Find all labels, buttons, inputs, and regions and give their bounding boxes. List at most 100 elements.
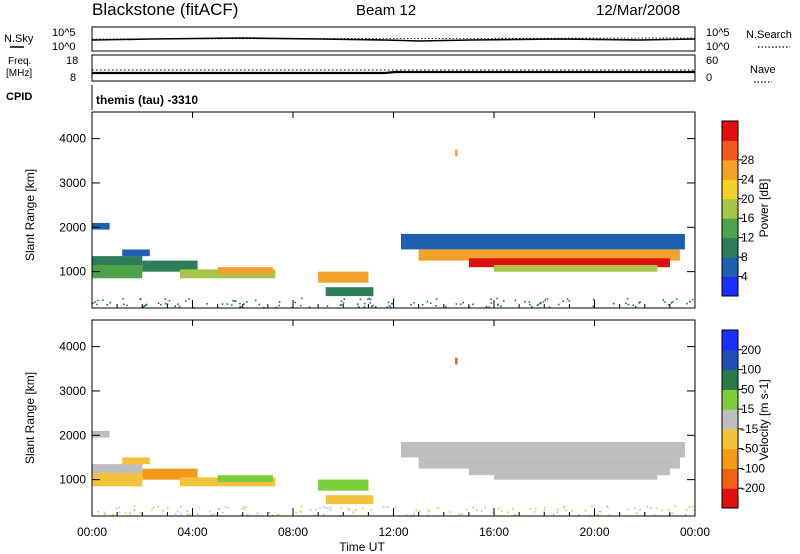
- velocity-colorbar-label: Velocity [m s-1]: [757, 379, 771, 460]
- velocity-speckle: [186, 514, 189, 516]
- velocity-data-region: [401, 441, 685, 458]
- velocity-speckle: [111, 513, 114, 516]
- velocity-colorbar-tick-label: 15: [741, 402, 755, 416]
- velocity-speckle: [428, 510, 431, 513]
- velocity-colorbar-ticks: 200 100 50 15 -15 -50 -100 -200: [738, 343, 765, 495]
- power-speckle: [388, 304, 391, 307]
- x-tick-label: 12:00: [378, 525, 408, 539]
- power-speckle: [371, 305, 373, 308]
- power-speckle: [174, 305, 176, 308]
- power-data-region: [142, 260, 198, 272]
- power-colorbar-ticks: 4 8 12 16 20 24 28: [738, 153, 755, 284]
- velocity-speckle: [492, 511, 494, 514]
- power-speckle: [592, 298, 595, 301]
- power-speckle: [488, 306, 490, 308]
- power-panel: 1000 2000 3000 4000 Slant Range [km]: [23, 111, 696, 309]
- velocity-speckle: [347, 507, 350, 510]
- velocity-speckle: [584, 509, 587, 512]
- velocity-speckle: [501, 510, 503, 512]
- velocity-colorbar-tick-label: -15: [741, 422, 759, 436]
- power-speckle: [421, 303, 424, 306]
- velocity-colorbar-tick-label: 100: [741, 363, 761, 377]
- power-colorbar-swatches: [722, 121, 738, 297]
- power-speckle: [426, 300, 429, 303]
- velocity-data-region: [122, 457, 150, 465]
- power-speckle: [164, 298, 167, 300]
- velocity-speckle: [591, 505, 593, 508]
- power-speckle: [92, 302, 94, 304]
- velocity-speckle: [277, 513, 279, 516]
- power-speckle: [435, 305, 437, 307]
- power-speckle: [301, 297, 303, 300]
- power-xticks: [91, 112, 696, 308]
- velocity-data-region: [318, 479, 369, 491]
- velocity-speckle: [498, 507, 500, 510]
- power-speckle: [102, 299, 104, 301]
- velocity-speckle: [415, 509, 418, 512]
- power-speckle: [389, 306, 392, 309]
- velocity-speckle: [386, 506, 389, 508]
- velocity-speckle: [370, 508, 373, 511]
- velocity-speckle: [565, 509, 567, 512]
- velocity-speckle: [322, 506, 325, 508]
- velocity-speckle: [189, 513, 191, 516]
- velocity-speckle: [556, 511, 558, 513]
- power-speckle: [524, 300, 526, 303]
- velocity-speckle: [354, 509, 357, 511]
- power-speckle: [342, 302, 345, 304]
- velocity-speckle: [329, 506, 332, 509]
- power-speckle: [632, 304, 634, 307]
- power-speckle: [226, 303, 229, 305]
- x-tick-label: 00:00: [680, 525, 710, 539]
- nave-tick-top: 60: [706, 55, 718, 67]
- velocity-colorbar-swatch: [722, 349, 738, 371]
- power-speckle: [496, 297, 498, 300]
- velocity-speckle: [671, 512, 674, 515]
- power-speckle: [246, 301, 248, 303]
- velocity-speckle: [224, 506, 227, 509]
- velocity-speckle: [598, 510, 601, 513]
- power-data-region: [318, 271, 369, 283]
- power-colorbar-tick-label: 12: [741, 231, 755, 245]
- velocity-data-region: [468, 466, 670, 476]
- x-tick-label: 04:00: [177, 525, 207, 539]
- velocity-data-region: [92, 473, 143, 487]
- velocity-speckle: [563, 506, 565, 509]
- velocity-speckle: [606, 505, 609, 508]
- noise-right-tick-bottom: 10^0: [706, 41, 730, 53]
- velocity-speckle: [210, 514, 212, 517]
- velocity-speckle: [395, 506, 397, 508]
- velocity-speckle: [176, 510, 179, 513]
- velocity-speckle: [180, 505, 182, 508]
- velocity-speckle: [162, 510, 165, 512]
- power-speckle: [664, 301, 666, 303]
- power-speckle: [239, 306, 241, 309]
- power-speckle: [386, 306, 389, 309]
- velocity-colorbar-swatch: [722, 448, 738, 469]
- velocity-speckle: [465, 508, 468, 511]
- velocity-speckle: [174, 513, 177, 515]
- power-speckle: [542, 300, 545, 303]
- power-speckle: [639, 301, 641, 303]
- velocity-speckle: [209, 510, 211, 513]
- power-speckle: [374, 305, 377, 308]
- velocity-panel: 1000 2000 3000 4000 00:00 04:00 08:00 12:00 16:…: [23, 319, 710, 554]
- velocity-speckle: [449, 511, 451, 513]
- freq-tick-bottom: 8: [70, 72, 76, 84]
- power-speckle: [392, 298, 395, 300]
- power-speckle: [445, 305, 447, 308]
- power-speckle: [232, 299, 234, 302]
- power-speckle: [369, 298, 372, 301]
- power-data-region: [92, 222, 110, 230]
- velocity-speckle: [118, 506, 120, 509]
- power-speckle: [140, 298, 142, 300]
- velocity-speckle: [157, 505, 159, 508]
- velocity-speckle: [382, 506, 385, 508]
- x-tick-label: 00:00: [77, 525, 107, 539]
- power-colorbar: 4 8 12 16 20 24 28 Power [dB]: [721, 120, 771, 297]
- power-speckle: [97, 299, 99, 302]
- x-axis-title: Time UT: [339, 540, 385, 554]
- velocity-speckle: [427, 509, 429, 512]
- power-speckle: [539, 302, 541, 305]
- power-speckle: [668, 303, 670, 306]
